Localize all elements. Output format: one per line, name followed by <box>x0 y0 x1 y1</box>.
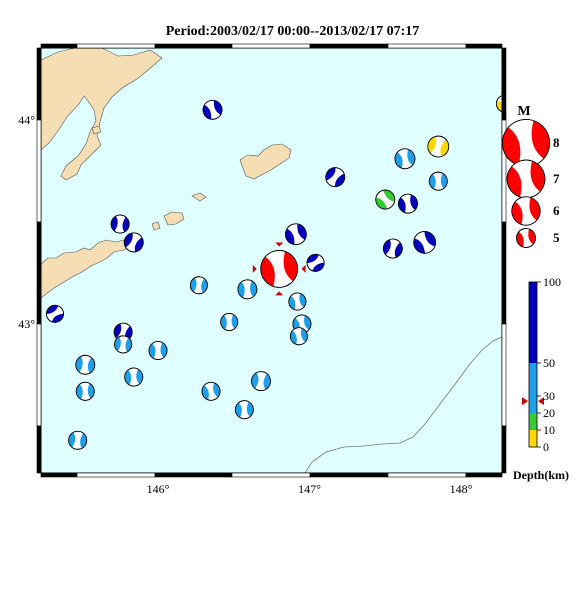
focal-mechanism <box>124 367 144 387</box>
longitude-labels: 146° 147° 148° <box>147 482 473 496</box>
focal-mechanism <box>398 193 418 214</box>
frame-segment <box>76 43 156 49</box>
depth-marker <box>522 397 544 406</box>
magnitude-legend-label: 7 <box>553 171 560 186</box>
focal-mechanism <box>325 167 346 188</box>
depth-legend-title: Depth(km) <box>513 468 569 482</box>
latitude-labels: 44° 43° <box>18 113 35 331</box>
frame-segment <box>465 472 503 478</box>
depth-tick-label: 50 <box>543 356 555 370</box>
shikotan-island <box>239 143 292 180</box>
frame-segment <box>309 472 389 478</box>
latitude-tick-label: 44° <box>18 113 35 127</box>
focal-mechanism <box>427 135 450 158</box>
focal-mechanism <box>375 189 396 210</box>
focal-mechanism <box>110 214 130 234</box>
map-frame <box>36 43 507 478</box>
frame-segment <box>40 43 78 49</box>
magnitude-legend-label: 5 <box>553 230 560 245</box>
focal-mechanism <box>382 238 403 259</box>
depth-band <box>529 430 537 447</box>
frame-segment <box>36 221 42 325</box>
focal-mechanism <box>114 335 133 354</box>
longitude-tick-label: 146° <box>147 482 170 496</box>
mainshock-mechanism <box>260 250 299 288</box>
focal-mechanism <box>289 327 308 346</box>
focal-mechanism <box>237 279 258 300</box>
magnitude-legend-label: 8 <box>553 135 560 150</box>
magnitude-legend-symbol <box>516 228 536 248</box>
frame-segment <box>231 43 311 49</box>
focal-mechanism <box>201 381 221 401</box>
habomai-islet-2 <box>191 192 207 202</box>
frame-segment <box>36 47 42 121</box>
frame-segment <box>76 472 156 478</box>
frame-segment <box>501 221 507 325</box>
focal-mechanism <box>220 312 239 331</box>
focal-mechanism <box>394 148 416 170</box>
habomai-islet-4 <box>91 125 102 135</box>
depth-tick-label: 0 <box>543 440 549 454</box>
frame-segment <box>309 43 389 49</box>
frame-segment <box>36 119 42 223</box>
focal-mechanism <box>428 171 448 191</box>
focal-mechanism <box>46 304 64 323</box>
focal-mechanism <box>285 223 307 246</box>
frame-segment <box>40 472 78 478</box>
focal-mechanism <box>68 430 88 450</box>
depth-tick-label: 10 <box>543 423 555 437</box>
magnitude-legend: M 8 7 6 5 <box>501 104 560 248</box>
trench-contour <box>304 336 503 474</box>
magnitude-legend-symbol <box>511 196 541 226</box>
focal-mechanism <box>148 341 168 360</box>
map-panel: 146° 147° 148° 44° 43° <box>18 43 507 496</box>
frame-segment <box>501 47 507 121</box>
latitude-tick-label: 43° <box>18 317 35 331</box>
focal-mechanisms <box>46 94 502 450</box>
focal-mechanism <box>202 99 223 120</box>
longitude-tick-label: 148° <box>450 482 473 496</box>
focal-mechanism <box>495 94 502 113</box>
depth-band <box>529 363 537 413</box>
land-group <box>41 48 292 299</box>
focal-mechanism <box>234 400 254 420</box>
frame-segment <box>387 472 467 478</box>
depth-band <box>529 413 537 430</box>
frame-segment <box>501 323 507 427</box>
frame-segment <box>465 43 503 49</box>
frame-segment <box>231 472 311 478</box>
magnitude-legend-title: M <box>517 104 530 119</box>
depth-tick-label: 20 <box>543 406 555 420</box>
frame-segment <box>154 43 233 49</box>
magnitude-legend-symbol <box>501 118 551 168</box>
habomai-islet-1 <box>163 211 185 226</box>
map-title: Period:2003/02/17 00:00--2013/02/17 07:1… <box>165 24 420 39</box>
magnitude-legend-symbol <box>506 159 546 199</box>
mainshock-marker <box>252 242 306 296</box>
focal-mechanism <box>413 231 436 254</box>
kunashir-island <box>41 48 163 181</box>
focal-mechanism <box>123 232 144 253</box>
depth-band <box>529 282 537 363</box>
depth-bar-outline <box>528 281 538 448</box>
focal-mechanism <box>288 292 307 311</box>
depth-tick-label: 100 <box>543 275 561 289</box>
depth-tick-label: 30 <box>543 389 555 403</box>
frame-segment <box>36 323 42 427</box>
frame-segment <box>501 425 507 474</box>
longitude-tick-label: 147° <box>298 482 321 496</box>
frame-segment <box>387 43 467 49</box>
frame-segment <box>36 425 42 474</box>
frame-segment <box>154 472 233 478</box>
habomai-islet-3 <box>151 221 161 231</box>
focal-mechanism <box>189 276 208 295</box>
focal-mechanism <box>75 381 95 401</box>
focal-mechanism <box>75 354 96 375</box>
focal-mechanism <box>306 253 325 272</box>
magnitude-legend-label: 6 <box>553 203 560 218</box>
focal-mechanism <box>251 371 271 392</box>
